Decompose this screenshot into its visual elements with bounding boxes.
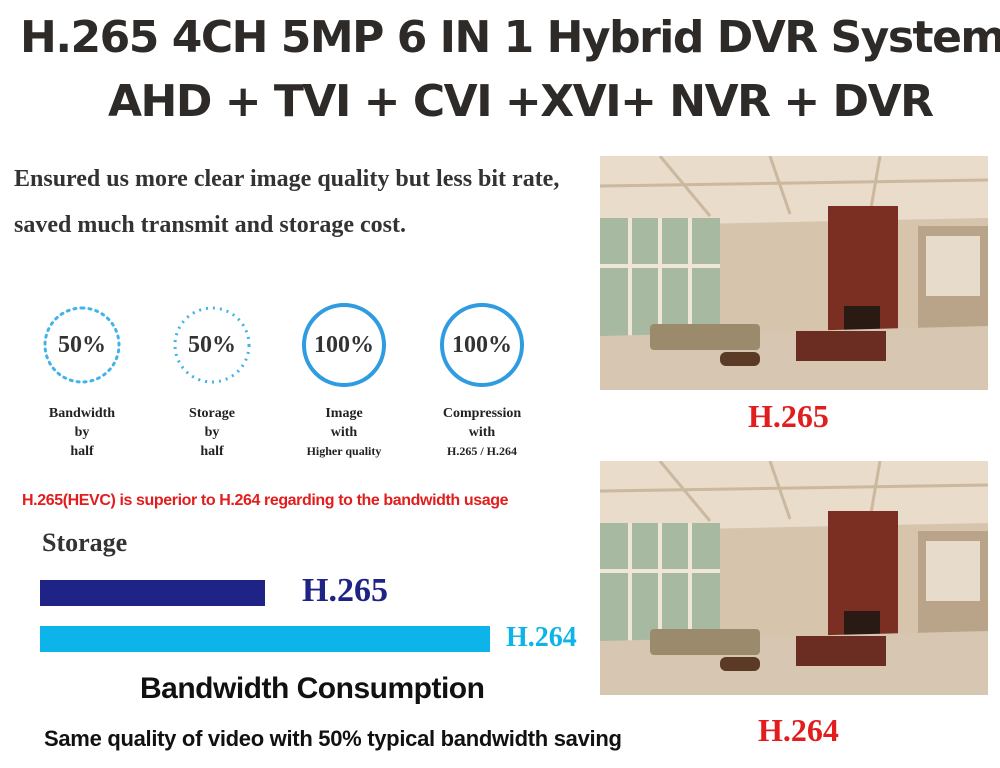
storage-bar-label-h265: H.265 xyxy=(302,572,388,609)
storage-bar-h264 xyxy=(40,626,490,652)
metric-value: 100% xyxy=(314,332,374,358)
photo-label-h264: H.264 xyxy=(758,712,839,748)
metric-caption: Storage by half xyxy=(189,406,235,459)
metric-image-quality: 100% Image with Higher quality xyxy=(284,300,404,461)
page-subtitle: AHD + TVI + CVI +XVI+ NVR + DVR xyxy=(108,76,934,127)
metric-value: 50% xyxy=(58,332,106,358)
metric-storage: 50% Storage by half xyxy=(152,300,272,461)
living-room-photo-h264 xyxy=(600,461,988,695)
metric-value: 50% xyxy=(188,332,236,358)
solid-ring-icon: 100% xyxy=(299,300,389,390)
metric-caption: Compression with H.265 / H.264 xyxy=(442,406,522,458)
storage-label: Storage xyxy=(42,528,128,557)
page-title: H.265 4CH 5MP 6 IN 1 Hybrid DVR System xyxy=(20,12,1000,63)
bandwidth-subtitle: Same quality of video with 50% typical b… xyxy=(44,726,622,751)
storage-bar-h265 xyxy=(40,580,265,606)
storage-bar-label-h264: H.264 xyxy=(506,622,577,653)
solid-ring-icon: 100% xyxy=(437,300,527,390)
hevc-notice: H.265(HEVC) is superior to H.264 regardi… xyxy=(22,492,509,509)
intro-line-2: saved much transmit and storage cost. xyxy=(14,212,406,238)
metric-bandwidth: 50% Bandwidth by half xyxy=(22,300,142,461)
living-room-photo-h265 xyxy=(600,156,988,390)
dashed-ring-icon: 50% xyxy=(37,300,127,390)
metric-caption: Image with Higher quality xyxy=(306,406,382,458)
metric-caption: Bandwidth by half xyxy=(48,406,116,459)
metric-compression: 100% Compression with H.265 / H.264 xyxy=(422,300,542,461)
dashed-ring-icon: 50% xyxy=(167,300,257,390)
photo-label-h265: H.265 xyxy=(748,398,829,434)
metric-value: 100% xyxy=(452,332,512,358)
intro-line-1: Ensured us more clear image quality but … xyxy=(14,166,560,192)
bandwidth-title: Bandwidth Consumption xyxy=(140,672,485,705)
